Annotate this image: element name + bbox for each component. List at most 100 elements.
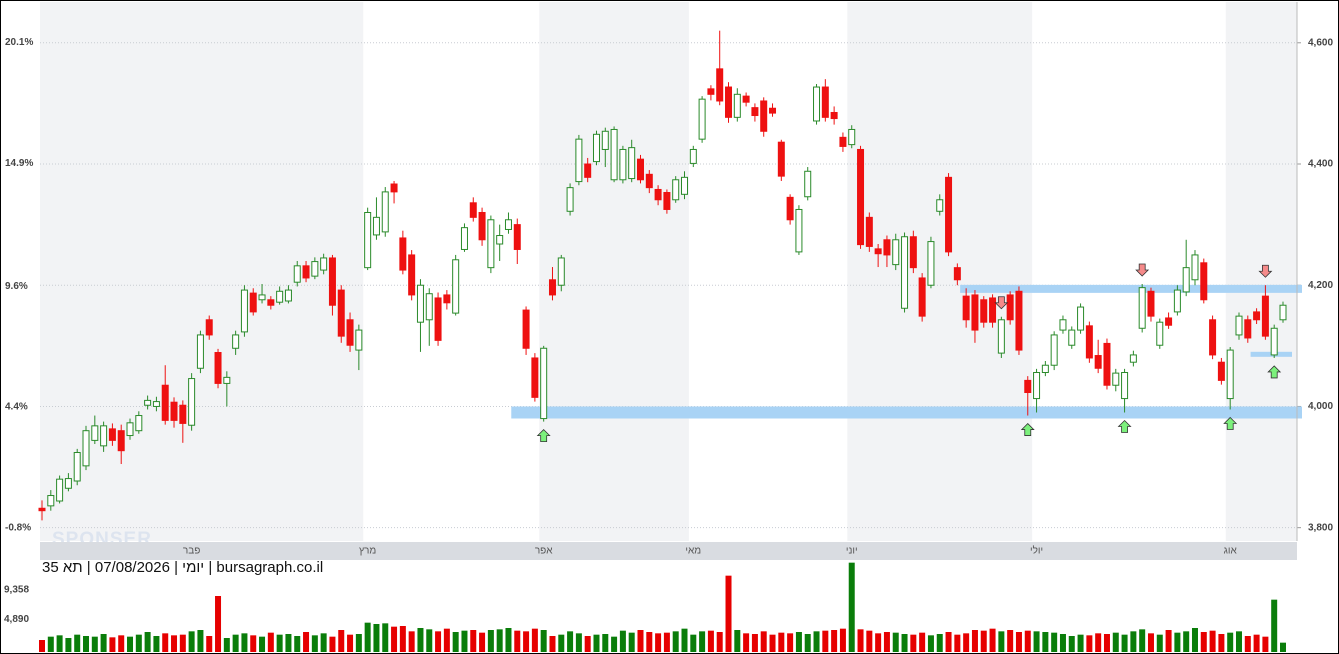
candle-body (214, 352, 222, 384)
volume-bar (1156, 634, 1163, 652)
candle-body (56, 478, 64, 502)
candle-body (1226, 349, 1234, 400)
volume-bar (795, 632, 802, 652)
candle-body (469, 202, 477, 218)
volume-bar (391, 626, 398, 652)
candle-body (302, 265, 310, 279)
candle-body (496, 235, 504, 245)
candle-body (205, 319, 213, 336)
volume-bar (743, 633, 750, 652)
candle-body (865, 216, 873, 247)
candle-body (1200, 262, 1208, 301)
volume-bar (479, 632, 486, 652)
candle-body (1050, 334, 1058, 366)
x-tick-label: מרץ (359, 546, 376, 557)
candle-body (892, 239, 900, 266)
y-tick-label: 4,000 (1308, 401, 1333, 412)
candle-body (839, 136, 847, 147)
volume-bar (1007, 630, 1014, 652)
candle-body (927, 241, 935, 286)
candle-body (38, 507, 46, 512)
candle-body (284, 289, 292, 302)
candle-body (1129, 354, 1137, 363)
volume-bar (1235, 631, 1242, 652)
candle-body (91, 425, 99, 441)
volume-bar (443, 628, 450, 652)
candle-body (936, 199, 944, 212)
volume-bar (65, 638, 72, 652)
volume-bar (1095, 633, 1102, 652)
x-tick-label: אוג (1224, 546, 1238, 557)
candle-body (848, 128, 856, 146)
volume-bar (373, 624, 380, 652)
candle-body (953, 267, 961, 281)
candle-body (425, 293, 433, 321)
y-tick-label: 4,400 (1308, 159, 1333, 170)
candle-body (188, 378, 196, 426)
candle-body (672, 179, 680, 201)
candle-body (1112, 372, 1120, 386)
volume-bar (734, 630, 741, 652)
candle-body (1209, 319, 1217, 356)
candle-body (126, 422, 134, 437)
candle-body (1235, 315, 1243, 336)
candle-body (522, 309, 530, 349)
volume-bar (716, 632, 723, 652)
candle-body (769, 107, 777, 114)
candle-body (64, 478, 72, 489)
candle-body (592, 133, 600, 163)
volume-bar (1271, 599, 1278, 652)
volume-bar (206, 636, 213, 652)
x-tick-label: יולי (1030, 545, 1043, 557)
candle-body (108, 428, 116, 441)
candle-body (566, 187, 574, 212)
volume-bar (109, 637, 116, 652)
candle-body (258, 294, 266, 301)
volume-bar (329, 636, 336, 652)
candle-body (152, 401, 160, 407)
volume-bar (831, 630, 838, 652)
volume-bar (514, 630, 521, 652)
candle-body (1015, 290, 1023, 351)
volume-bar (188, 631, 195, 652)
candle-body (1182, 267, 1190, 293)
candle-body (601, 130, 609, 150)
volume-bar (963, 633, 970, 652)
volume-bar (646, 632, 653, 652)
volume-bar (1130, 631, 1137, 652)
volume-bar (883, 632, 890, 652)
volume-bar (1280, 642, 1286, 652)
volume-bar (751, 634, 758, 652)
candle-body (223, 376, 231, 384)
volume-bar (1103, 634, 1110, 652)
volume-bar (1112, 632, 1119, 652)
volume-bar (470, 630, 477, 652)
candle-body (328, 257, 336, 306)
candle-body (1261, 295, 1269, 337)
y-tick-label: 4,200 (1308, 280, 1333, 291)
candle-body (487, 219, 495, 269)
volume-bar (822, 630, 829, 652)
volume-bar (285, 634, 292, 652)
volume-bar (408, 631, 415, 652)
candle-body (1094, 355, 1102, 369)
candle-body (760, 100, 768, 132)
signal-arrow (1117, 419, 1132, 433)
candle-body (1103, 342, 1111, 386)
volume-bar (56, 635, 63, 652)
candle-body (170, 401, 178, 421)
candle-body (1068, 329, 1076, 346)
volume-bar (461, 630, 468, 652)
volume-bar (637, 630, 644, 652)
volume-bar (558, 634, 565, 652)
candle-body (1059, 319, 1067, 331)
y2-tick-label: 20.1% (5, 37, 33, 48)
volume-bar (848, 562, 855, 652)
y-tick-label: 4,600 (1308, 37, 1333, 48)
volume-bar (276, 634, 283, 652)
volume-bar (901, 634, 908, 652)
candle-body (267, 299, 275, 306)
volume-bar (311, 635, 318, 652)
volume-bar (426, 629, 433, 652)
volume-bar (355, 634, 362, 652)
